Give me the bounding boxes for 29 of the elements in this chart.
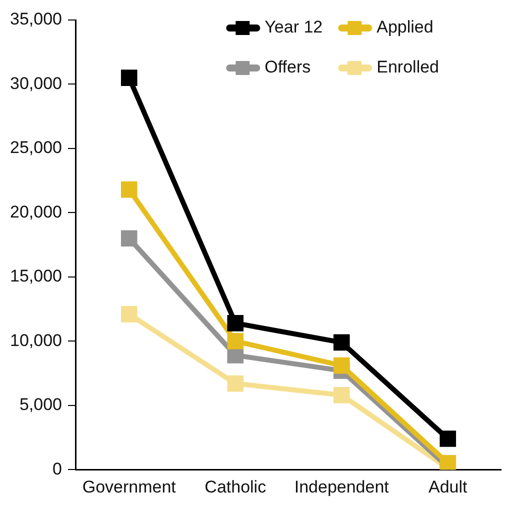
y-tick-label: 5,000 <box>19 395 62 414</box>
y-tick-label: 30,000 <box>10 74 62 93</box>
x-tick-label: Government <box>82 477 176 496</box>
point <box>120 181 138 198</box>
y-tick-label: 0 <box>52 459 62 478</box>
point <box>120 230 138 247</box>
y-tick-label: 15,000 <box>10 266 62 286</box>
x-tick-label: Catholic <box>204 477 267 496</box>
legend-label: Year 12 <box>264 18 323 37</box>
point <box>120 306 138 322</box>
legend-label: Enrolled <box>376 58 440 77</box>
point <box>440 430 456 447</box>
y-tick-label: 25,000 <box>10 138 62 158</box>
x-tick-label: Adult <box>428 477 468 496</box>
point <box>440 455 456 470</box>
point <box>227 315 244 332</box>
point <box>120 70 138 86</box>
point <box>227 375 244 392</box>
legend-label: Applied <box>376 18 434 37</box>
y-tick-label: 20,000 <box>10 202 62 222</box>
y-tick-label: 10,000 <box>10 330 62 350</box>
point <box>333 357 350 374</box>
point <box>227 332 244 350</box>
y-tick-label: 35,000 <box>10 10 62 29</box>
x-tick-label: Independent <box>294 477 390 496</box>
point <box>227 347 244 364</box>
point <box>333 334 350 351</box>
legend-label: Offers <box>264 58 311 77</box>
point <box>333 386 350 404</box>
